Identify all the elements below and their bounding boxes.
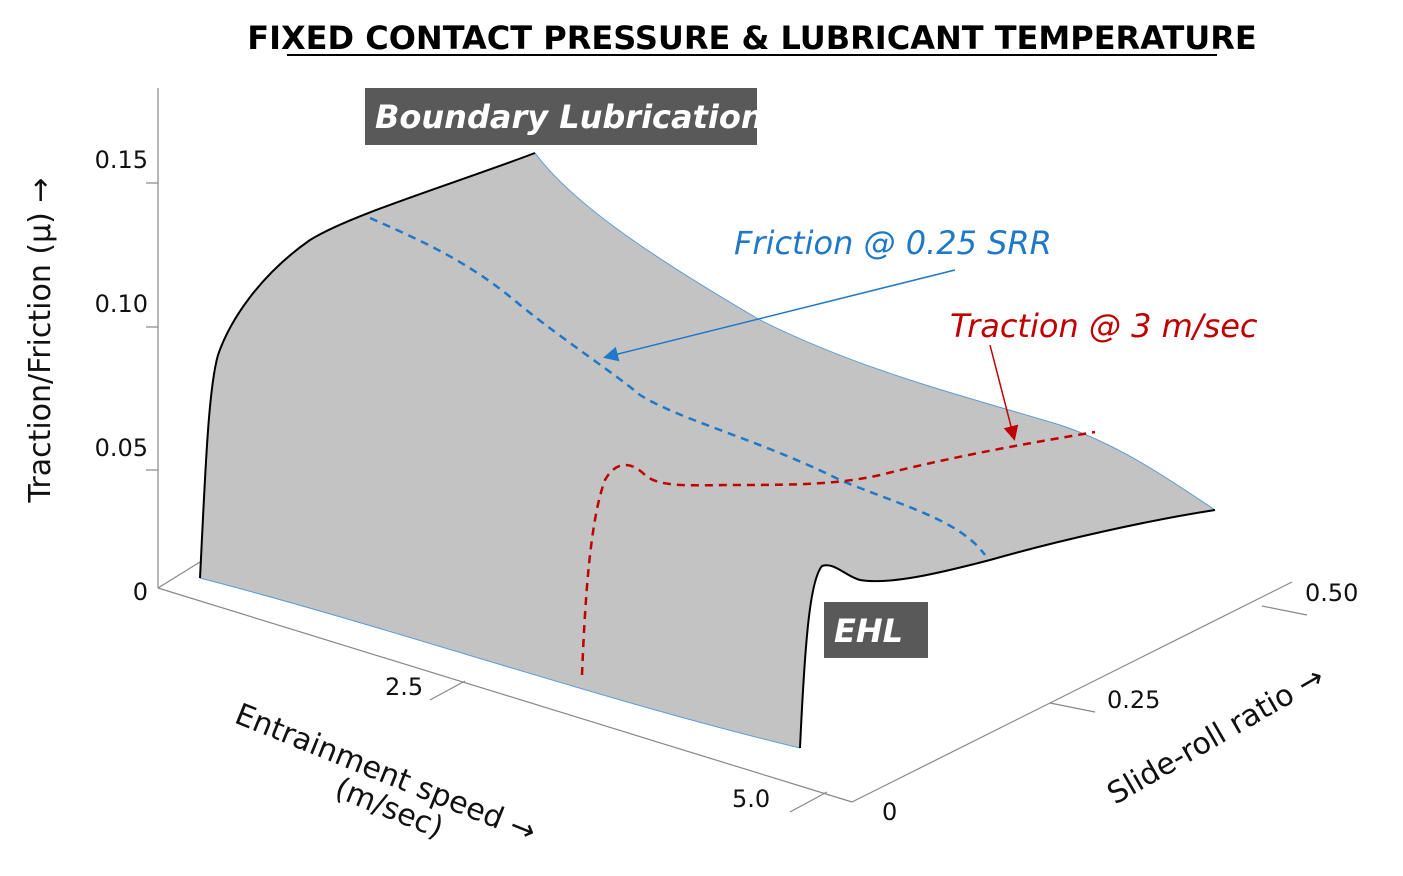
boundary-lubrication-label: Boundary Lubrication xyxy=(375,98,764,136)
surface-right-edge xyxy=(799,509,1216,749)
z-axis-title: Traction/Friction (μ) → xyxy=(23,177,58,503)
y-tick-mark xyxy=(1261,605,1308,616)
y-tick-label: 0.25 xyxy=(1107,686,1160,714)
x-axis-title: Entrainment speed → xyxy=(230,697,541,850)
surface-top-edge xyxy=(534,152,1216,511)
y-tick-mark xyxy=(1049,702,1096,713)
z-tick-label: 0 xyxy=(133,578,148,606)
ehl-label-box xyxy=(824,602,928,658)
y-axis-line xyxy=(851,581,1293,803)
friction-arrow xyxy=(603,269,956,362)
surface-bottom-edge xyxy=(199,577,801,749)
y-tick-label: 0 xyxy=(882,798,897,826)
traction-surface xyxy=(200,153,1215,748)
ehl-label: EHL xyxy=(834,612,903,650)
x-axis-line xyxy=(157,587,853,803)
traction-curve xyxy=(580,430,1096,676)
z-tick-label: 0.10 xyxy=(95,290,148,318)
friction-curve xyxy=(369,216,987,556)
z-tick-label: 0.05 xyxy=(95,434,148,462)
chart-title: FIXED CONTACT PRESSURE & LUBRICANT TEMPE… xyxy=(247,19,1257,57)
x-tick-label: 5.0 xyxy=(732,785,770,813)
axes xyxy=(146,88,1308,813)
friction-annotation: Friction @ 0.25 SRR xyxy=(734,224,1052,262)
y-axis-title: Slide-roll ratio → xyxy=(1102,660,1331,812)
traction-annotation: Traction @ 3 m/sec xyxy=(950,307,1258,345)
traction-arrow xyxy=(989,344,1019,441)
x-tick-label: 2.5 xyxy=(385,673,423,701)
x-tick-mark xyxy=(789,791,828,813)
floor-left-line xyxy=(157,561,201,589)
z-tick-label: 0.15 xyxy=(95,146,148,174)
boundary-label-box xyxy=(365,88,757,145)
surface-left-edge xyxy=(199,152,536,579)
x-tick-mark xyxy=(429,680,466,701)
y-tick-label: 0.50 xyxy=(1305,579,1358,607)
